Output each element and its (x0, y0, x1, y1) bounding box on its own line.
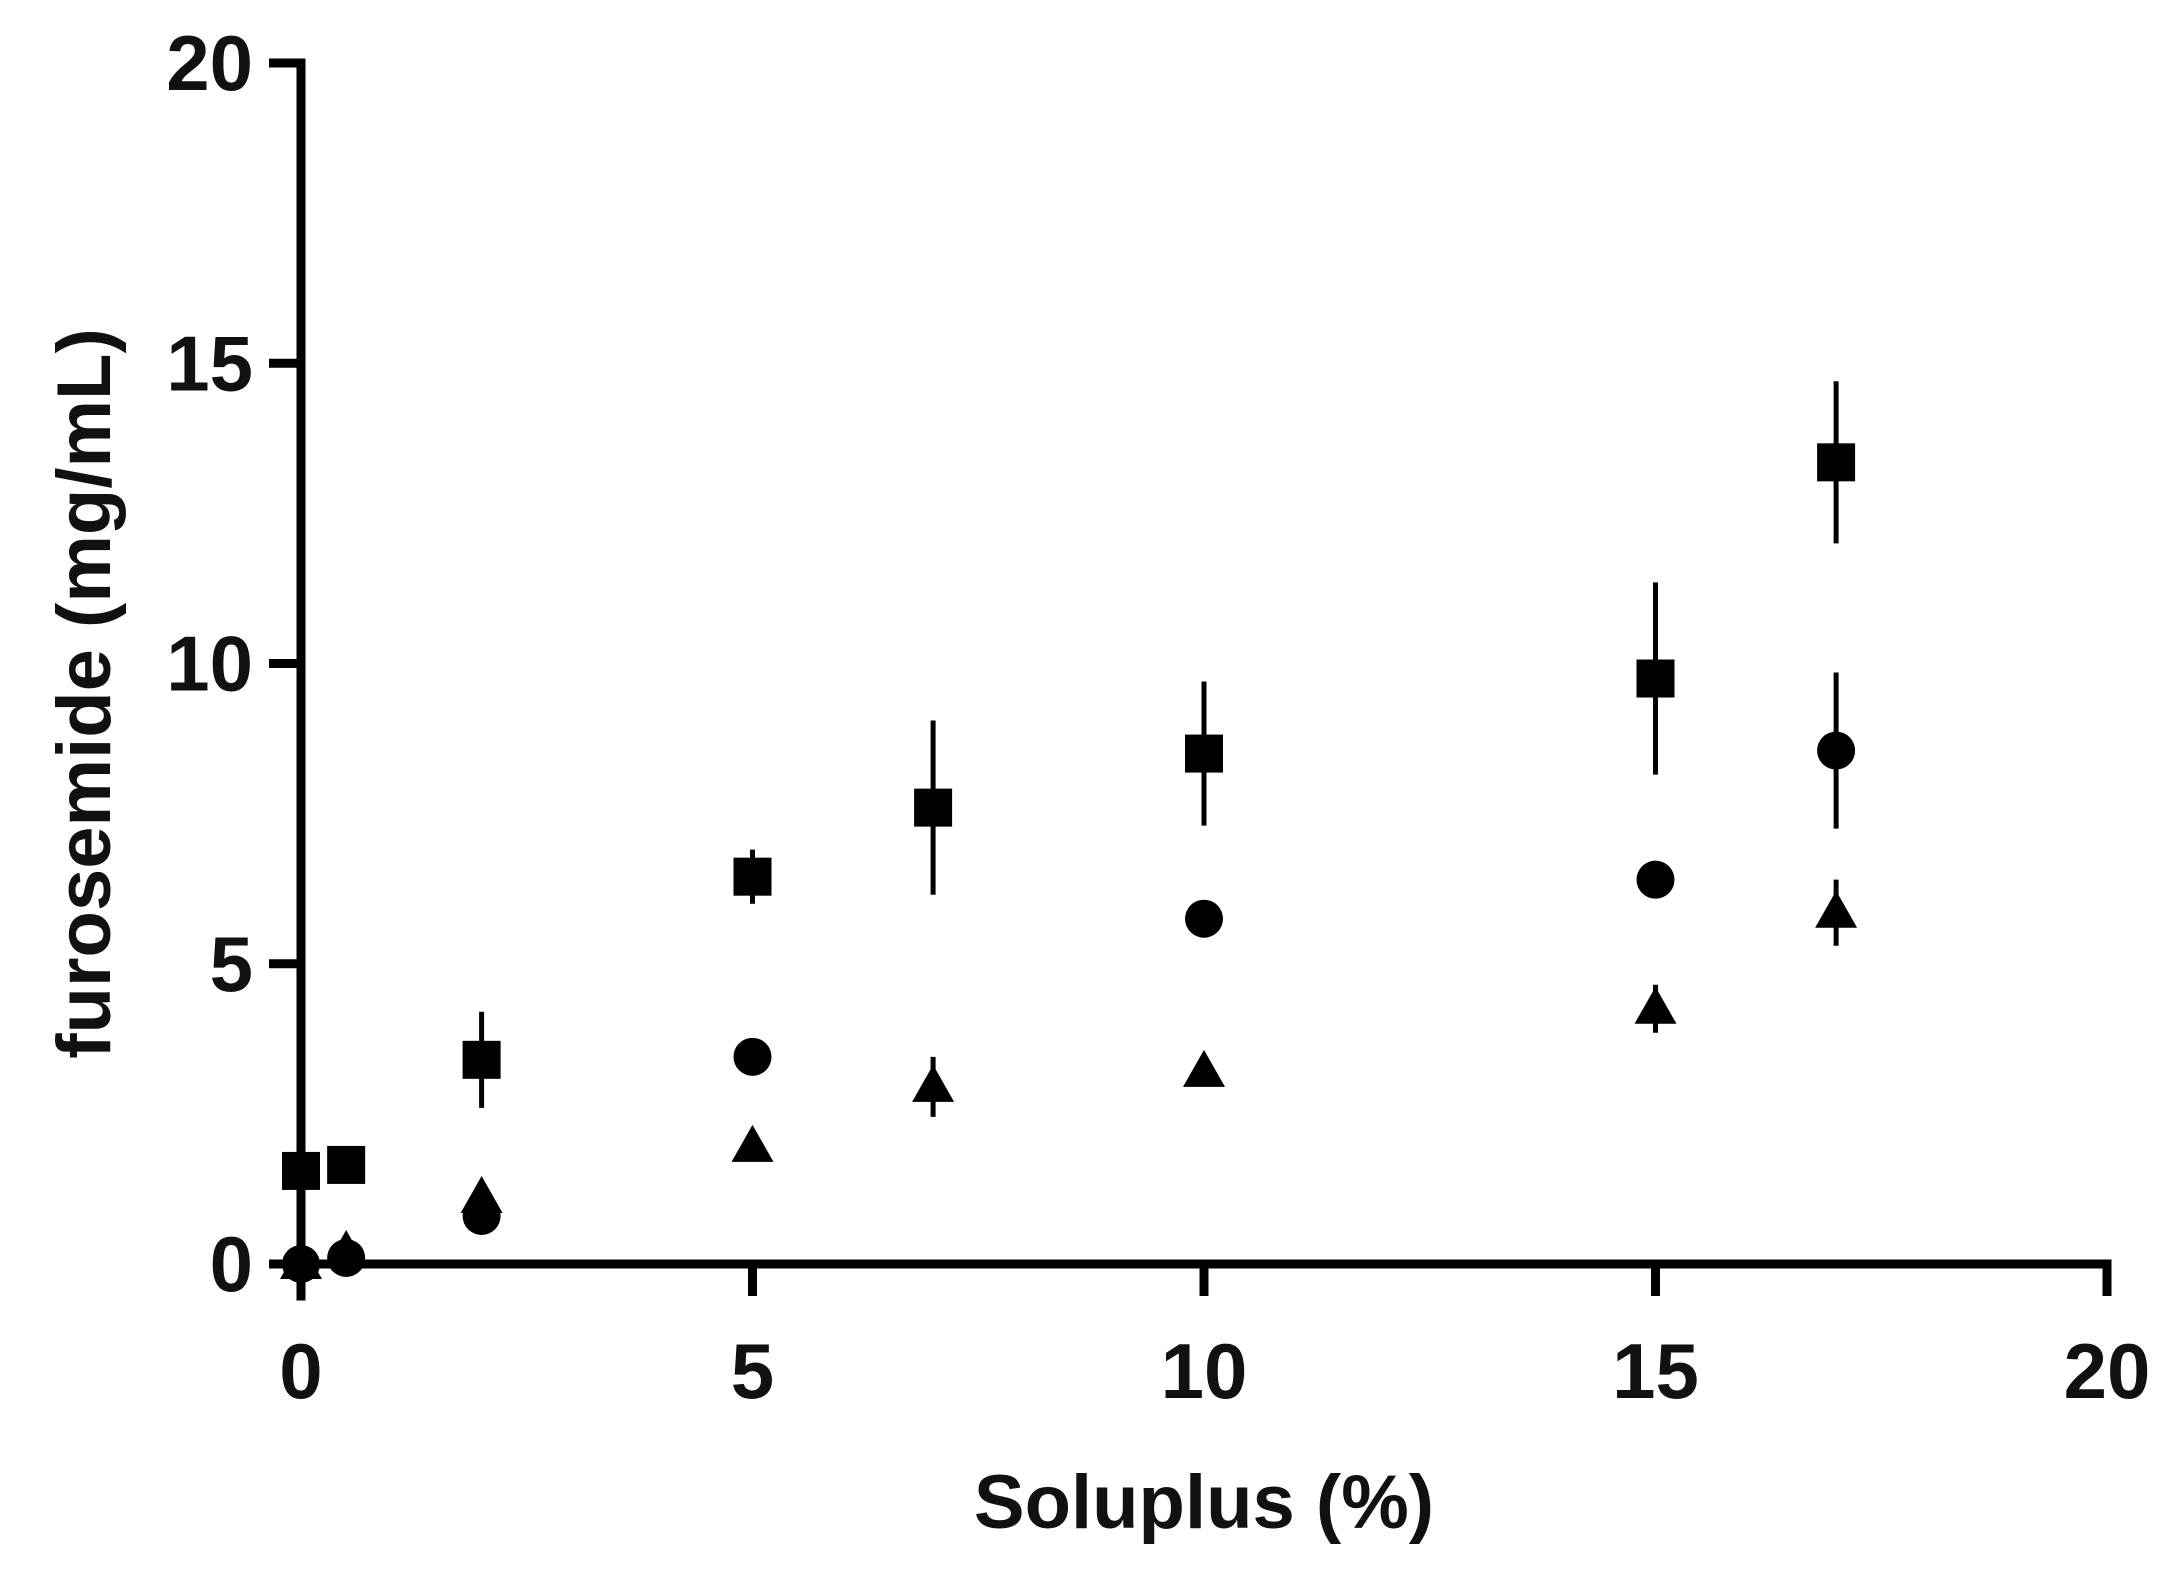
circle-marker (1185, 899, 1223, 938)
y-tick-label: 15 (166, 319, 253, 407)
triangle-marker (912, 1064, 955, 1102)
x-tick-label: 5 (731, 1327, 774, 1415)
series-square-markers (282, 381, 1856, 1190)
square-marker (733, 857, 772, 896)
square-marker (462, 1040, 501, 1079)
x-tick-label: 15 (1612, 1327, 1699, 1415)
plot-area (280, 381, 1858, 1283)
y-tick-label: 10 (166, 620, 253, 708)
square-marker (1636, 659, 1675, 698)
triangle-marker (460, 1175, 503, 1213)
series-circle-markers (282, 672, 1856, 1283)
y-tick-label: 0 (210, 1220, 253, 1308)
circle-marker (1636, 860, 1675, 899)
square-marker (327, 1145, 366, 1184)
triangle-marker (1815, 890, 1858, 928)
circle-marker (1817, 731, 1856, 770)
x-tick-label: 10 (1161, 1327, 1248, 1415)
x-tick-label: 0 (279, 1327, 322, 1415)
triangle-marker (325, 1229, 368, 1267)
x-axis-ticks: 0 5 10 15 20 (279, 1264, 2150, 1415)
square-marker (1185, 734, 1223, 773)
circle-marker (733, 1037, 772, 1076)
x-axis-title: Soluplus (%) (974, 1460, 1434, 1545)
y-axis-title: furosemide (mg/mL) (42, 328, 127, 1059)
square-marker (1817, 443, 1856, 482)
y-tick-label: 20 (166, 19, 253, 107)
y-axis-ticks: 0 5 10 15 20 (166, 19, 301, 1308)
y-tick-label: 5 (210, 920, 253, 1008)
square-marker (914, 788, 953, 827)
triangle-marker (1183, 1049, 1225, 1087)
triangle-marker (731, 1124, 774, 1162)
x-tick-label: 20 (2064, 1327, 2151, 1415)
triangle-marker (1634, 986, 1677, 1024)
series-triangle-markers (280, 879, 1858, 1279)
